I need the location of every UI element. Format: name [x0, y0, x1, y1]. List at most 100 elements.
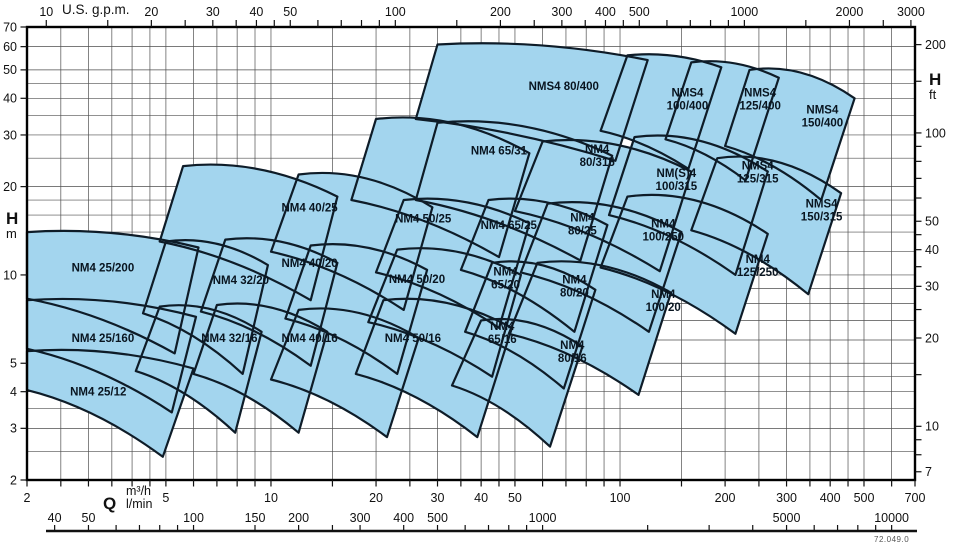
q-m3h-tick-label: 500 [854, 491, 875, 505]
region-label-nm4-32-20: NM4 32/20 [213, 275, 269, 287]
gpm-tick-label: 300 [551, 5, 572, 19]
region-outline-nm4-32-20 [141, 239, 269, 375]
region-outline-nm4-25-160 [25, 297, 198, 414]
region-label-nm4-80-16: NM4 80/16 [558, 340, 587, 365]
h-m-tick-label: 3 [10, 422, 17, 436]
plot-frame [25, 25, 917, 482]
q-m3h-tick-label: 2 [24, 491, 31, 505]
lmin-tick-label: 10000 [874, 511, 909, 525]
q-m3h-tick-label: 300 [776, 491, 797, 505]
left-axis-symbol-h: H [6, 209, 19, 228]
region-outline-nm4-40-20 [199, 237, 339, 367]
gpm-tick-label: 3000 [897, 5, 925, 19]
region-outline-nm4-50-25 [269, 171, 434, 311]
region-label-nm4-40-25: NM4 40/25 [281, 202, 338, 214]
region-outline-nms4-125-400 [664, 60, 780, 182]
h-ft-tick-label: 200 [925, 38, 946, 52]
lmin-tick-label: 200 [288, 511, 309, 525]
region-outline-nm4-125-250 [599, 193, 769, 335]
q-m3h-tick-label: 400 [820, 491, 841, 505]
region-label-nm4-80-25: NM4 80/25 [568, 212, 597, 237]
region-outline-nms4-100-400 [599, 53, 723, 170]
region-label-nm4-25-160: NM4 25/160 [72, 333, 135, 345]
h-ft-tick-label: 10 [925, 420, 939, 434]
q-m3h-tick-label: 10 [264, 491, 278, 505]
region-outline-nm4-25-200 [25, 229, 200, 355]
region-label-nm4-65-31: NM4 65/31 [471, 145, 528, 157]
h-ft-tick-label: 100 [925, 126, 946, 140]
region-outline-nm4-65-16 [354, 297, 513, 439]
region-label-nms4-80-400: NMS4 80/400 [529, 81, 599, 93]
gpm-tick-label: 200 [490, 5, 511, 19]
region-label-nm4-40-20: NM4 40/20 [281, 258, 337, 270]
region-outline-nm4-80-20 [464, 260, 597, 390]
h-m-tick-label: 4 [10, 385, 17, 399]
region-outline-nms4-80-400 [414, 42, 649, 162]
region-label-nm4-65-20: NM4 65/20 [491, 267, 520, 292]
region-label-nms4-150-315: NMS4 150/315 [801, 199, 843, 224]
lmin-tick-label: 5000 [773, 511, 801, 525]
region-label-nm4-50-25: NM4 50/25 [395, 213, 452, 225]
region-outline-nm4-32-16 [134, 304, 263, 434]
right-axis-unit-ft: ft [929, 87, 937, 102]
region-label-nm4-25-12: NM4 25/12 [70, 387, 126, 399]
region-label-nm4-100-20: NM4 100/20 [646, 289, 681, 314]
region-outline-nm-s-4-100-315 [513, 138, 693, 273]
region-outline-nm4-65-25 [374, 197, 531, 329]
h-m-tick-label: 2 [10, 473, 17, 487]
gpm-tick-label: 2000 [836, 5, 864, 19]
h-m-tick-label: 5 [10, 357, 17, 371]
drawing-number: 72.049.0 [874, 535, 910, 544]
h-ft-tick-label: 40 [925, 243, 939, 257]
region-outline-nms4-150-400 [724, 67, 856, 202]
h-ft-tick-label: 30 [925, 280, 939, 294]
region-outline-nm4-80-315 [414, 120, 614, 262]
region-label-nm4-40-16: NM4 40/16 [281, 333, 337, 345]
region-outline-nm4-40-25 [158, 163, 339, 302]
region-fill-nm4-100-20 [508, 261, 671, 395]
q-m3h-tick-label: 200 [715, 491, 736, 505]
region-outline-nm4-65-20 [367, 247, 522, 378]
q-m3h-tick-label: 50 [508, 491, 522, 505]
lmin-tick-label: 500 [427, 511, 448, 525]
region-outline-nm4-65-31 [350, 116, 531, 259]
gpm-tick-label: 40 [249, 5, 263, 19]
region-label-nm4-25-200: NM4 25/200 [72, 263, 135, 275]
q-m3h-tick-label: 700 [905, 491, 926, 505]
h-m-tick-label: 70 [3, 20, 17, 34]
region-outline-nm4-80-25 [459, 197, 609, 333]
region-label-nm4-80-20: NM4 80/20 [560, 275, 589, 300]
gpm-tick-label: 100 [385, 5, 406, 19]
q-m3h-tick-label: 20 [369, 491, 383, 505]
top-axis-title-us-gpm: U.S. g.p.m. [62, 2, 130, 17]
gpm-tick-label: 500 [629, 5, 650, 19]
region-outline-nm4-100-20 [507, 260, 673, 396]
region-fill-nm4-80-16 [452, 318, 583, 447]
region-label-nms4-125-315: NMS4 125/315 [737, 161, 779, 186]
h-ft-tick-label: 50 [925, 215, 939, 229]
right-axis-title: H ft [929, 71, 941, 102]
h-m-tick-label: 30 [3, 128, 17, 142]
q-m3h-tick-label: 100 [610, 491, 631, 505]
lmin-tick-label: 50 [82, 511, 96, 525]
gpm-tick-label: 20 [144, 5, 158, 19]
region-label-nms4-100-400: NMS4 100/400 [667, 87, 709, 112]
region-label-nms4-150-400: NMS4 150/400 [802, 104, 844, 129]
region-fill-nms4-80-400 [415, 43, 648, 161]
region-label-nm4-100-250: NM4 100/250 [642, 218, 684, 243]
region-outline-nm4-40-16 [192, 302, 329, 434]
region-label-nm4-80-315: NM4 80/315 [580, 144, 616, 169]
region-label-nm4-125-250: NM4 125/250 [737, 254, 779, 279]
bottom-axis-unit-lmin: l/min [126, 497, 153, 511]
gpm-tick-label: 30 [206, 5, 220, 19]
gpm-tick-label: 50 [283, 5, 297, 19]
h-m-tick-label: 50 [3, 63, 17, 77]
region-outline-nm4-25-12 [25, 348, 195, 458]
region-outline-nms4-125-315 [607, 134, 769, 276]
region-fill-nms4-150-315 [691, 156, 842, 295]
left-axis-title: H m [6, 210, 18, 241]
lmin-tick-label: 150 [245, 511, 266, 525]
lmin-tick-label: 40 [48, 511, 62, 525]
